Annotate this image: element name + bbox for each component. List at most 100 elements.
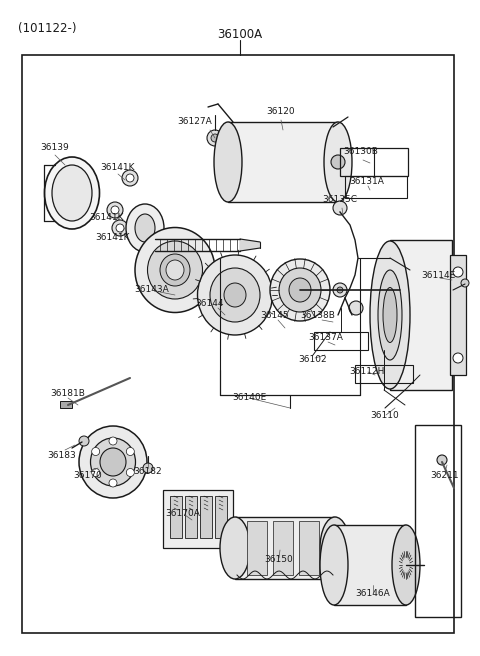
Circle shape [122,170,138,186]
Bar [355,365,413,383]
Text: 36141K: 36141K [96,232,130,241]
Ellipse shape [210,268,260,322]
Bar [415,425,461,617]
Ellipse shape [197,255,273,335]
Text: 36140E: 36140E [232,394,266,403]
Ellipse shape [289,278,311,302]
Circle shape [211,134,219,142]
Ellipse shape [126,204,164,252]
Bar [170,496,182,538]
Text: 36211: 36211 [431,470,459,480]
Circle shape [109,437,117,445]
Ellipse shape [270,259,330,321]
Bar [22,55,454,633]
Text: 36141K: 36141K [101,163,135,173]
Bar [60,401,72,408]
Circle shape [349,301,363,315]
Circle shape [437,455,447,465]
Ellipse shape [45,157,99,229]
Text: 36137A: 36137A [309,333,343,342]
Text: 36146A: 36146A [356,590,390,598]
Circle shape [126,447,134,455]
Circle shape [112,220,128,236]
Ellipse shape [79,426,147,498]
Circle shape [333,283,347,297]
Circle shape [79,436,89,446]
Ellipse shape [135,228,215,312]
Ellipse shape [392,525,420,605]
Bar [334,525,406,605]
Ellipse shape [147,241,203,299]
Ellipse shape [135,214,155,242]
Circle shape [111,206,119,214]
Ellipse shape [91,438,135,486]
Bar [228,122,338,202]
Ellipse shape [224,283,246,307]
Ellipse shape [166,260,184,280]
Text: 36112H: 36112H [349,367,384,375]
Circle shape [207,130,223,146]
Ellipse shape [320,517,350,579]
Bar [340,148,408,176]
Text: 36170A: 36170A [166,510,201,518]
Text: 36143A: 36143A [134,285,169,295]
Bar [235,517,335,579]
Text: 36150: 36150 [264,556,293,565]
Circle shape [116,224,124,232]
Bar [163,490,233,548]
Text: 36120: 36120 [267,108,295,117]
Circle shape [333,201,347,215]
Ellipse shape [220,517,250,579]
Text: (101122-): (101122-) [18,22,76,35]
Ellipse shape [378,270,402,360]
Circle shape [126,174,134,182]
Ellipse shape [52,165,92,221]
Ellipse shape [160,254,190,286]
Text: 36138B: 36138B [300,312,336,321]
Circle shape [453,353,463,363]
Text: 36145: 36145 [261,312,289,321]
Circle shape [109,479,117,487]
Text: 36170: 36170 [73,470,102,480]
Text: 36141K: 36141K [90,213,124,222]
Text: 36182: 36182 [134,468,162,476]
Text: 36127A: 36127A [178,117,212,127]
Bar [185,496,197,538]
Ellipse shape [370,241,410,389]
Ellipse shape [100,448,126,476]
Circle shape [107,202,123,218]
Bar [299,521,319,575]
Text: 36102: 36102 [299,356,327,365]
Bar [390,240,452,390]
Bar [200,496,212,538]
Text: 36110: 36110 [371,411,399,419]
Bar [215,496,227,538]
Polygon shape [240,239,260,251]
Bar [314,332,368,350]
Bar [273,521,293,575]
Text: 36130B: 36130B [344,148,378,157]
Circle shape [92,447,100,455]
Circle shape [126,468,134,476]
Circle shape [461,279,469,287]
Ellipse shape [320,525,348,605]
Circle shape [337,287,343,293]
Circle shape [453,267,463,277]
Text: 36131A: 36131A [349,176,384,186]
Bar [345,176,407,198]
Text: 36100A: 36100A [217,28,263,41]
Text: 36139: 36139 [41,144,70,152]
Text: 36114E: 36114E [421,270,455,279]
Text: 36144: 36144 [196,300,224,308]
Text: 36181B: 36181B [50,388,85,398]
Ellipse shape [279,268,321,312]
Circle shape [92,468,100,476]
Bar [450,255,466,375]
Text: 36135C: 36135C [323,195,358,205]
Ellipse shape [324,122,352,202]
Circle shape [143,463,153,473]
Ellipse shape [331,155,345,169]
Ellipse shape [383,287,397,342]
Text: 36183: 36183 [48,451,76,459]
Bar [247,521,267,575]
